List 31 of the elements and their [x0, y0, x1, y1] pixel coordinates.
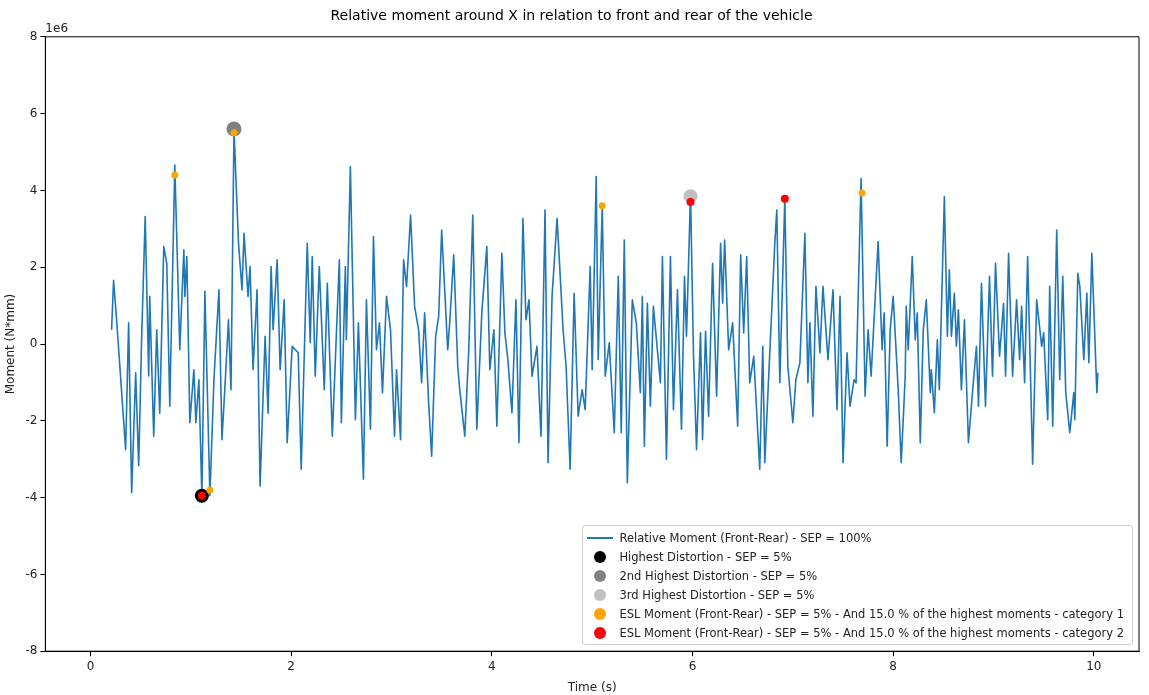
point — [686, 197, 695, 206]
point — [858, 189, 866, 197]
y-tick-label: -8 — [25, 643, 38, 658]
y-tick-label: -4 — [25, 489, 38, 504]
legend-label: ESL Moment (Front-Rear) - SEP = 5% - And 15.0 % of the highest moments - category 1 — [619, 606, 1124, 621]
x-tick-label: 2 — [287, 658, 295, 673]
y-tick-label: 0 — [29, 336, 38, 351]
legend-label: ESL Moment (Front-Rear) - SEP = 5% - And 15.0 % of the highest moments - category 2 — [619, 625, 1124, 640]
point — [780, 194, 789, 203]
y-tick-label: 2 — [29, 259, 38, 274]
x-tick-label: 6 — [688, 658, 697, 673]
text: 1e6 — [45, 20, 69, 35]
y-tick-label: -6 — [25, 566, 38, 581]
x-tick-label: 4 — [488, 658, 496, 673]
y-tick-label: 8 — [29, 28, 38, 43]
point — [206, 486, 214, 494]
legend-label: 3rd Highest Distortion - SEP = 5% — [619, 587, 815, 602]
point — [598, 202, 606, 210]
chart-title: Relative moment around X in relation to front and rear of the vehicle — [330, 7, 813, 24]
legend-label: 2nd Highest Distortion - SEP = 5% — [619, 568, 818, 583]
point — [171, 171, 179, 179]
legend-label: Highest Distortion - SEP = 5% — [619, 549, 792, 564]
x-tick-label: 0 — [86, 658, 95, 673]
y-tick-label: 6 — [29, 105, 38, 120]
x-axis-title: Time (s) — [566, 679, 617, 694]
x-tick-label: 8 — [889, 658, 897, 673]
y-tick-label: -2 — [25, 412, 38, 427]
legend-label: Relative Moment (Front-Rear) - SEP = 100% — [619, 530, 872, 545]
y-tick-label: 4 — [29, 182, 38, 197]
y-axis-title: Moment (N*mm) — [3, 293, 18, 395]
x-tick-label: 10 — [1086, 658, 1102, 673]
